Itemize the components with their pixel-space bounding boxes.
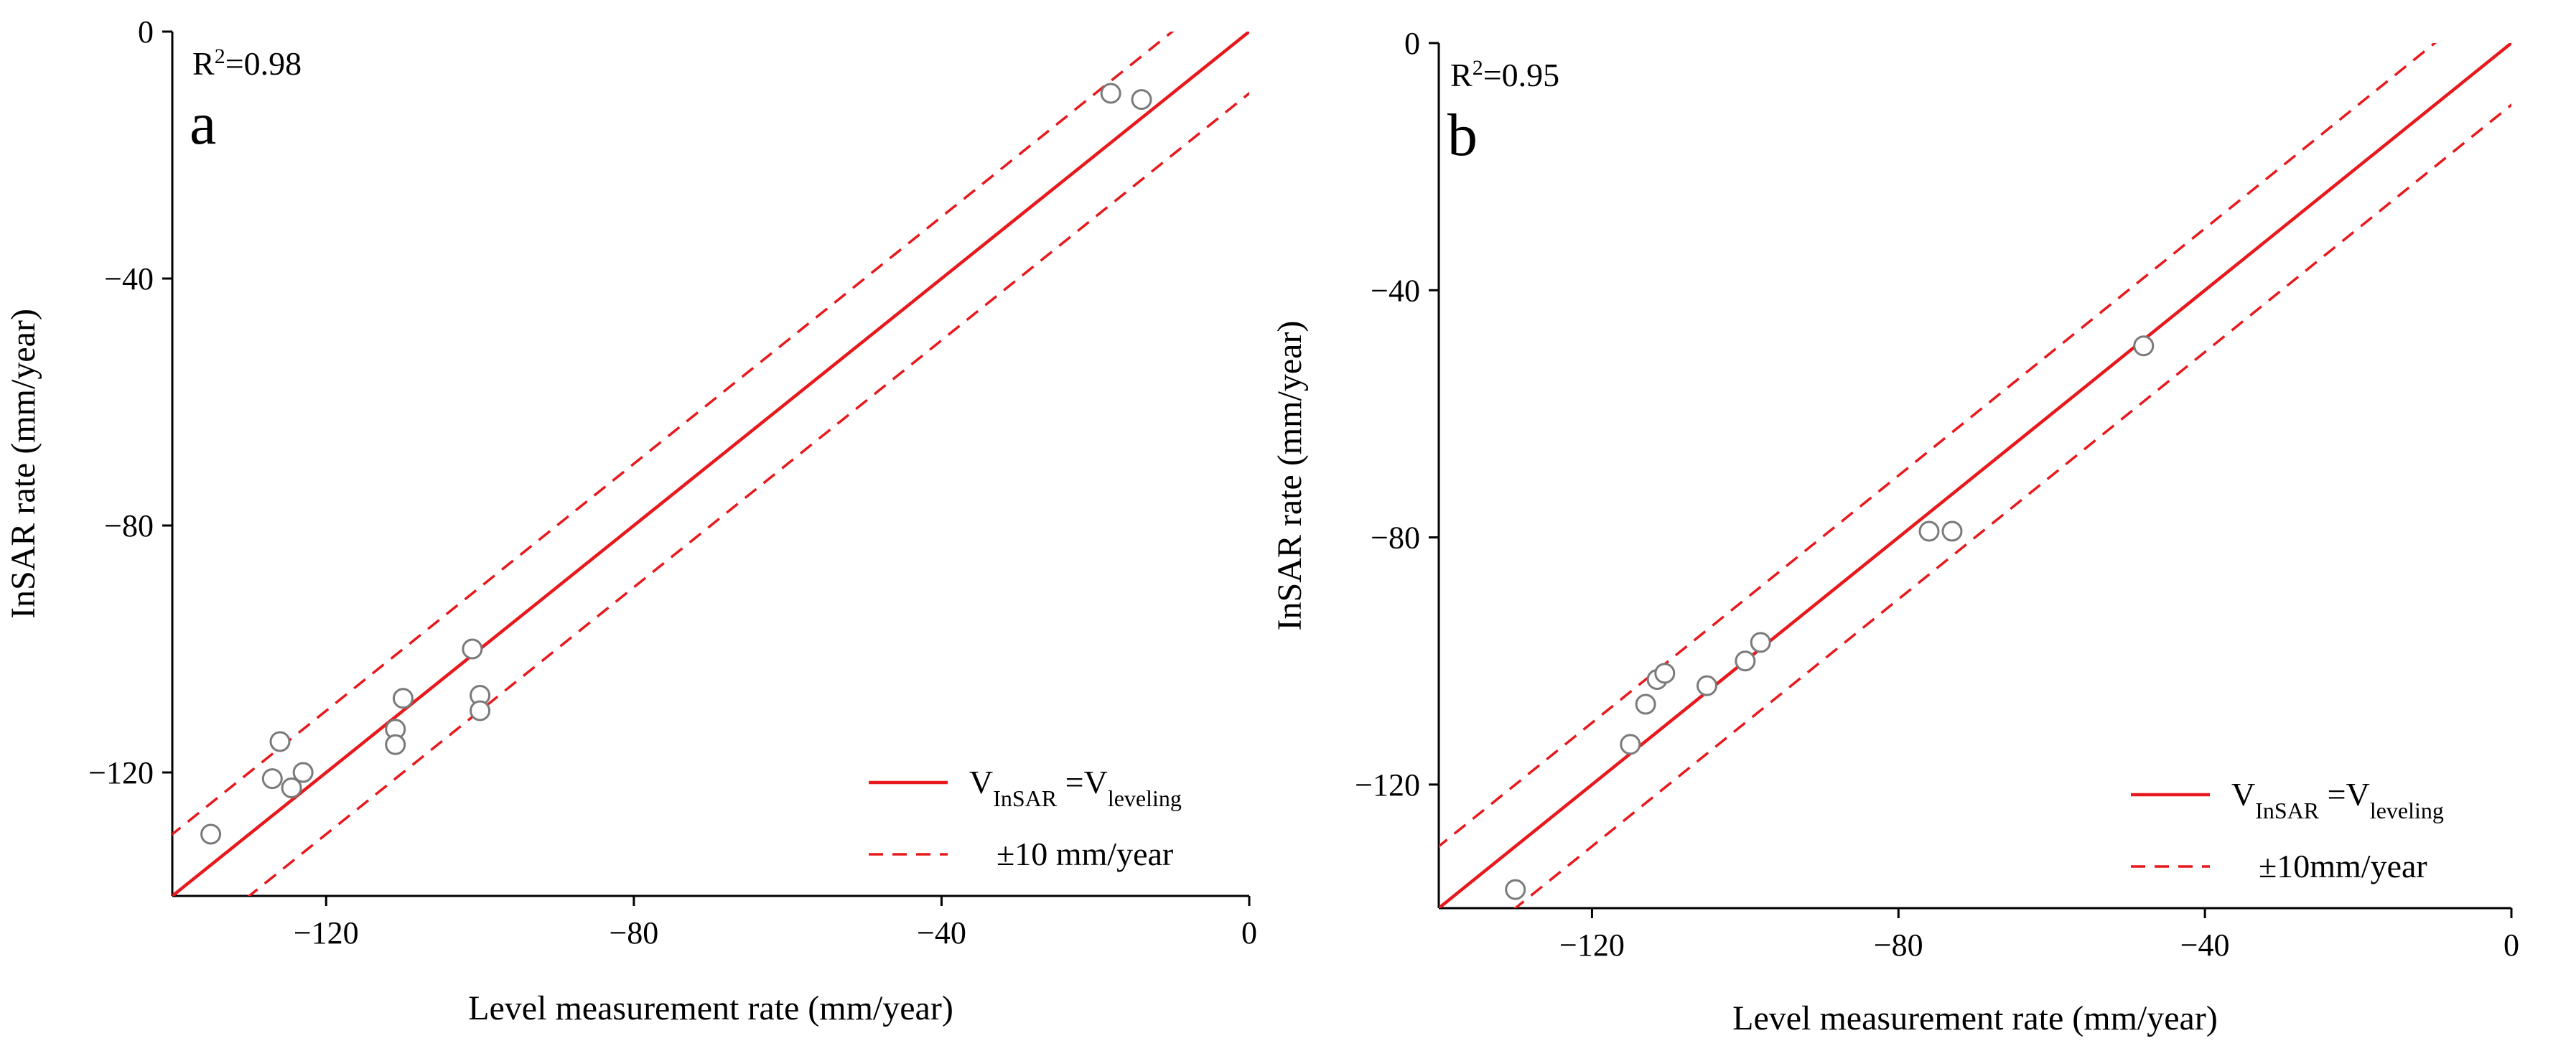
data-point: [1918, 520, 1940, 542]
legend-v: V: [969, 764, 993, 800]
y-tick-label: −120: [88, 755, 154, 790]
data-point: [470, 700, 491, 721]
x-axis-title: Level measurement rate (mm/year): [1732, 999, 2218, 1037]
reference-lines: [1439, 43, 2511, 908]
x-axis-title: Level measurement rate (mm/year): [468, 989, 953, 1027]
legend-sub-insar: InSAR: [993, 785, 1058, 811]
y-tick-label: −40: [104, 261, 154, 296]
x-tick-label: −120: [1559, 928, 1625, 963]
upper-bound-line: [172, 32, 1175, 836]
legend-solid-label: VInSAR =Vleveling: [2231, 776, 2444, 823]
data-point: [385, 734, 406, 755]
data-point: [1620, 734, 1641, 755]
y-tick-label: −120: [1355, 767, 1420, 803]
legend-sub-insar: InSAR: [2255, 798, 2320, 823]
r-squared-label: R2=0.98: [192, 45, 302, 83]
y-tick-label: −40: [1371, 273, 1420, 308]
legend-eq: =V: [1057, 764, 1108, 800]
data-point: [1750, 632, 1771, 653]
lower-bound-line: [247, 91, 1249, 896]
data-point: [392, 688, 414, 709]
y-tick-label: −80: [104, 508, 154, 543]
data-point: [269, 731, 291, 752]
x-tick-label: 0: [1241, 915, 1257, 950]
legend-sub-leveling: leveling: [1108, 785, 1182, 811]
r-squared-symbol: R: [1450, 57, 1473, 93]
r-squared-value: =0.98: [225, 45, 302, 82]
panel-letter: b: [1447, 102, 1478, 169]
r-squared-superscript: 2: [215, 45, 225, 68]
legend-dashed-label: ±10 mm/year: [997, 836, 1173, 872]
y-axis-title: InSAR rate (mm/year): [1271, 321, 1309, 631]
data-point: [1131, 89, 1152, 111]
y-tick-label: 0: [1404, 26, 1420, 61]
legend-eq: =V: [2319, 776, 2370, 813]
data-point: [1505, 879, 1526, 900]
data-point: [462, 638, 483, 660]
r-squared-value: =0.95: [1483, 57, 1559, 93]
legend: VInSAR =Vleveling ±10mm/year: [2131, 776, 2444, 884]
data-point: [1100, 83, 1121, 104]
data-point: [281, 777, 302, 798]
data-point: [1654, 663, 1676, 684]
y-tick-label: −80: [1371, 520, 1420, 556]
upper-bound-line: [1439, 43, 2437, 849]
legend-solid-label: VInSAR =Vleveling: [969, 764, 1182, 811]
legend: VInSAR =Vleveling ±10 mm/year: [869, 764, 1182, 872]
one-to-one-line: [172, 32, 1249, 896]
x-tick-label: −40: [917, 915, 966, 950]
data-point: [200, 823, 222, 845]
legend-sub-leveling: leveling: [2370, 798, 2444, 823]
r-squared-superscript: 2: [1473, 56, 1483, 80]
legend-v: V: [2231, 776, 2255, 813]
x-tick-label: 0: [2503, 928, 2519, 963]
data-point: [1941, 520, 1963, 542]
data-point: [2133, 335, 2155, 357]
data-point: [261, 768, 283, 790]
one-to-one-line: [1439, 43, 2511, 908]
data-point: [292, 762, 314, 783]
data-point: [1735, 650, 1756, 672]
legend-dashed-label: ±10mm/year: [2259, 848, 2427, 884]
x-tick-label: −80: [1874, 928, 1923, 963]
y-axis-title: InSAR rate (mm/year): [4, 309, 42, 619]
reference-lines: [172, 32, 1249, 896]
panel-letter: a: [190, 90, 216, 157]
data-point: [1697, 675, 1717, 696]
x-tick-label: −40: [2180, 928, 2230, 963]
r-squared-symbol: R: [192, 45, 215, 82]
x-tick-label: −120: [294, 915, 359, 950]
lower-bound-line: [1513, 103, 2511, 908]
x-tick-label: −80: [609, 915, 658, 950]
data-point: [1635, 693, 1656, 715]
y-tick-label: 0: [138, 14, 154, 50]
r-squared-label: R2=0.95: [1450, 56, 1559, 94]
